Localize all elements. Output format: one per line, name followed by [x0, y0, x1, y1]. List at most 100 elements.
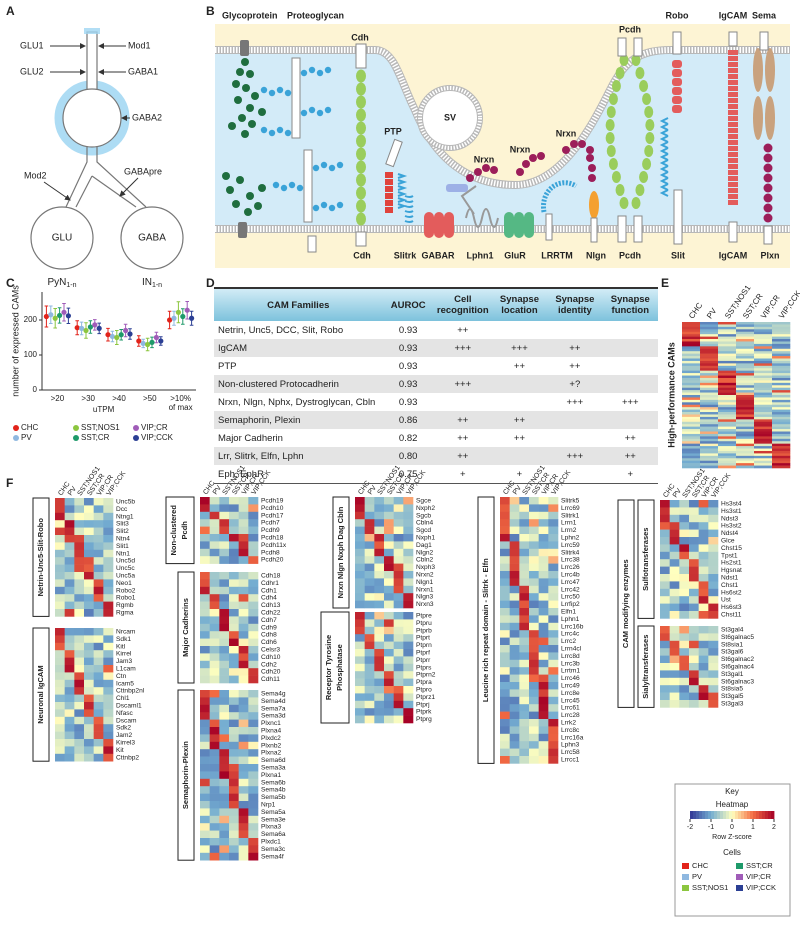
gene-label: St3gal4 — [721, 626, 744, 633]
pcdh-domain — [644, 106, 654, 118]
protein-label: Slit — [671, 250, 685, 260]
protein-label: Glycoprotein — [222, 10, 278, 20]
heatmap-cell — [74, 731, 85, 740]
heatmap-cell — [200, 601, 210, 610]
heatmap-cell — [754, 424, 773, 427]
gene-label: Lrrtm1 — [561, 668, 580, 675]
heatmap-cell — [355, 641, 365, 650]
gene-label: Pcdh8 — [261, 549, 280, 556]
heatmap-cell — [55, 657, 65, 666]
heatmap-cell — [229, 541, 239, 550]
heatmap-cell — [219, 719, 230, 728]
gene-label: Ptprb — [416, 627, 432, 634]
heatmap-cell — [772, 385, 791, 388]
heatmap-cell — [248, 830, 259, 839]
gene-label: Cdh18 — [261, 572, 281, 579]
data-point — [184, 307, 190, 313]
heatmap-cell — [682, 336, 701, 340]
heatmap-cell — [736, 356, 755, 359]
heatmap-cell — [248, 609, 259, 617]
heatmap-cell — [679, 700, 690, 708]
heatmap-cell — [736, 436, 755, 440]
gene-label: Pcdh19 — [261, 497, 284, 504]
heatmap-cell — [548, 711, 559, 720]
heatmap-cell — [374, 641, 385, 650]
heatmap-cell — [209, 793, 220, 802]
x-tick-line: >10% — [170, 394, 191, 403]
heatmap-cell — [393, 600, 404, 609]
heatmap-cell — [403, 548, 414, 557]
heatmap-cell — [64, 594, 75, 602]
heatmap-cell — [364, 708, 375, 716]
heatmap-cell — [718, 404, 737, 408]
heatmap-cell — [355, 708, 365, 716]
heatmap-cell — [219, 675, 230, 684]
heatmap-cell — [248, 771, 259, 780]
heatmap-cell — [538, 748, 549, 757]
pcdh-domain — [619, 54, 629, 66]
heatmap-cell — [200, 646, 210, 654]
column-header: CAM Families — [214, 287, 383, 321]
heatmap-cell — [229, 631, 239, 639]
heatmap-cell — [772, 429, 791, 432]
legend-label: VIP;CCK — [141, 433, 174, 442]
pcdh-domain — [639, 171, 649, 183]
heatmap-cell — [64, 724, 75, 732]
heatmap-cell — [403, 600, 414, 609]
cell-group-subscript: 1-n — [66, 282, 76, 289]
slitrk-lrr — [404, 200, 414, 203]
heatmap-cell — [548, 615, 559, 624]
heatmap-cell — [718, 322, 737, 325]
protein-label: GluR — [504, 250, 526, 260]
heatmap-cell — [682, 465, 701, 469]
heatmap-cell — [679, 514, 690, 523]
heatmap-cell — [736, 409, 755, 413]
heatmap-cell — [700, 322, 719, 325]
gene-label: Nlgn2 — [416, 549, 434, 556]
heatmap-cell — [238, 646, 249, 654]
gene-label: Cttnbp2nl — [116, 688, 145, 695]
gene-label: Chl1 — [116, 695, 130, 702]
heatmap-cell — [93, 498, 104, 506]
gene-label: Pcdh18 — [261, 534, 284, 541]
heatmap-cell — [682, 412, 701, 415]
heatmap-cell — [103, 753, 114, 762]
heatmap-cell — [682, 407, 701, 410]
heatmap-cell — [384, 548, 394, 557]
heatmap-cell — [519, 497, 530, 505]
heatmap-cell — [669, 588, 680, 597]
heatmap-cell — [209, 594, 220, 602]
data-point — [140, 340, 146, 347]
ptp-stem — [385, 138, 403, 168]
heatmap-cell — [682, 424, 701, 427]
heatmap-cell — [529, 504, 539, 513]
gene-label: L1cam — [116, 665, 136, 672]
heatmap-cell — [229, 830, 239, 839]
heatmap-cell — [700, 368, 719, 371]
heatmap-cell — [209, 526, 220, 535]
slit-lrr — [659, 183, 669, 191]
heatmap-cell — [682, 365, 701, 369]
heatmap-cell — [500, 534, 510, 542]
heatmap-cell — [519, 571, 530, 579]
heatmap-cell — [772, 441, 791, 444]
heatmap-cell — [248, 586, 259, 595]
heatmap-cell — [736, 334, 755, 337]
heatmap-cell — [519, 578, 530, 587]
heatmap-cell — [754, 450, 773, 454]
heatmap-cell — [64, 549, 75, 558]
table-cell: 0.86 — [382, 411, 434, 429]
heatmap-cell — [718, 446, 737, 449]
heatmap-cell — [548, 719, 559, 727]
heatmap-cell — [754, 382, 773, 386]
heatmap-cell — [55, 572, 65, 580]
gag-chain — [308, 106, 316, 114]
heatmap-cell — [698, 559, 709, 567]
gene-label: Chst15 — [721, 545, 742, 552]
colorbar-step — [711, 811, 715, 819]
heatmap-cell — [103, 505, 114, 514]
heatmap-cell — [248, 845, 259, 854]
legend-label: VIP;CR — [141, 423, 168, 432]
heatmap-cell — [93, 635, 104, 644]
heatmap-cell — [660, 640, 670, 649]
